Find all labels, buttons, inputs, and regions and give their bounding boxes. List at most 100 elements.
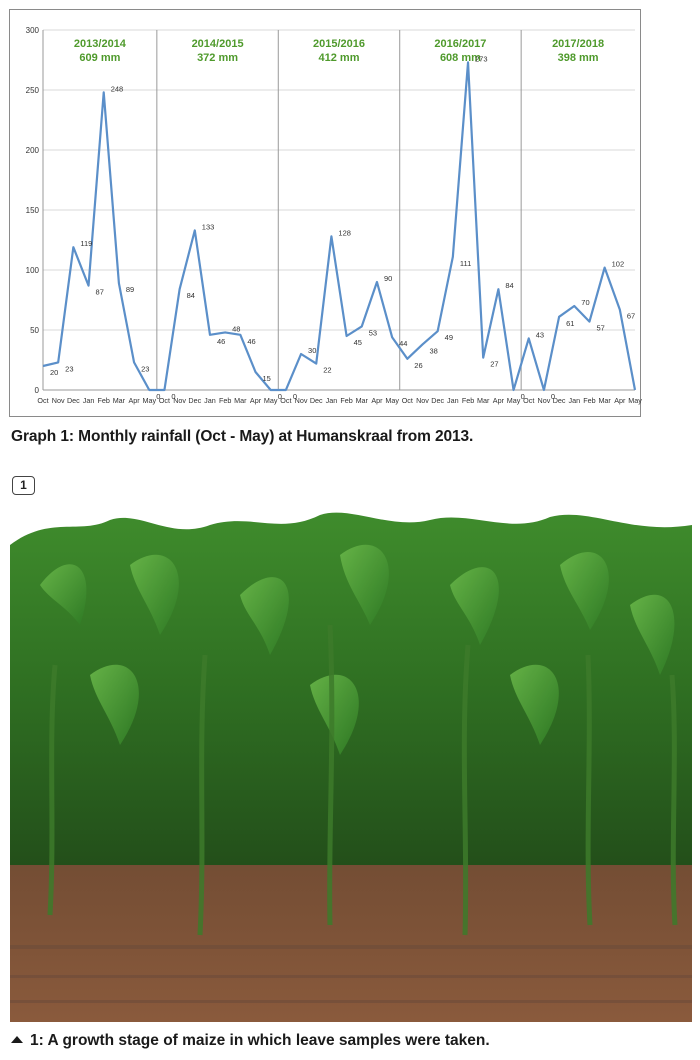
x-tick-label: Nov: [173, 396, 186, 405]
data-label: 57: [596, 324, 604, 333]
data-label: 38: [429, 346, 437, 355]
data-label: 111: [460, 259, 471, 268]
x-tick-label: Mar: [598, 396, 611, 405]
data-label: 119: [80, 239, 92, 248]
data-label: 87: [96, 288, 104, 297]
data-label: 67: [627, 312, 635, 321]
data-label: 133: [202, 222, 215, 231]
x-tick-label: May: [264, 396, 278, 405]
x-tick-label: Apr: [250, 396, 262, 405]
season-total: 608 mm: [440, 52, 481, 64]
photo-number-badge: 1: [12, 476, 35, 495]
data-label: 273: [475, 54, 488, 63]
season-title: 2017/2018: [552, 38, 604, 50]
data-label: 15: [263, 374, 271, 383]
y-tick-label: 50: [30, 326, 39, 335]
data-label: 45: [354, 338, 362, 347]
x-tick-label: Dec: [188, 396, 201, 405]
season-total: 412 mm: [319, 52, 360, 64]
data-label: 23: [65, 364, 73, 373]
x-tick-label: Apr: [493, 396, 505, 405]
data-label: 84: [187, 291, 195, 300]
rainfall-chart: 0 50 100 150 200 250 300 2013/2014 609 mm 2014/20…: [9, 9, 642, 417]
x-tick-label: Dec: [553, 396, 566, 405]
data-label: 0: [293, 392, 297, 401]
data-label: 0: [156, 392, 160, 401]
x-tick-label: Feb: [98, 396, 110, 405]
graph-caption: Graph 1: Monthly rainfall (Oct - May) at…: [11, 428, 474, 445]
x-tick-label: May: [507, 396, 521, 405]
season-title: 2015/2016: [313, 38, 365, 50]
x-tick-label: May: [385, 396, 399, 405]
x-tick-label: Feb: [340, 396, 352, 405]
x-tick-label: Dec: [431, 396, 444, 405]
x-tick-label: Apr: [128, 396, 140, 405]
rainfall-series-line: [42, 61, 637, 392]
y-tick-label: 150: [26, 206, 40, 215]
data-label: 20: [50, 368, 58, 377]
data-label: 30: [308, 346, 316, 355]
data-label: 84: [505, 281, 513, 290]
data-label: 23: [141, 364, 149, 373]
data-label: 43: [536, 330, 544, 339]
y-tick-label: 250: [26, 86, 40, 95]
x-tick-label: Oct: [402, 396, 413, 405]
x-tick-label: Oct: [280, 396, 291, 405]
x-tick-label: Apr: [614, 396, 626, 405]
x-tick-label: Nov: [295, 396, 308, 405]
x-tick-label: Nov: [52, 396, 65, 405]
data-label: 0: [521, 392, 525, 401]
data-label: 248: [111, 84, 124, 93]
x-tick-label: Mar: [113, 396, 126, 405]
photo-caption: 1: A growth stage of maize in which leav…: [30, 1032, 490, 1049]
data-label: 0: [171, 392, 175, 401]
x-tick-label: Jan: [447, 396, 459, 405]
data-label: 46: [217, 337, 225, 346]
x-tick-label: Mar: [234, 396, 247, 405]
data-label: 49: [445, 333, 453, 342]
data-label: 53: [369, 328, 377, 337]
maize-field-photo: [10, 505, 692, 1022]
data-label: 61: [566, 319, 574, 328]
season-total: 398 mm: [558, 52, 599, 64]
data-label: 0: [551, 392, 555, 401]
data-label: 0: [278, 392, 282, 401]
data-label: 48: [232, 324, 240, 333]
data-label: 26: [414, 361, 422, 370]
x-tick-label: Mar: [477, 396, 490, 405]
x-tick-label: Nov: [538, 396, 551, 405]
x-tick-label: Dec: [310, 396, 323, 405]
data-label: 102: [612, 260, 625, 269]
data-label: 89: [126, 285, 134, 294]
y-tick-label: 100: [26, 266, 40, 275]
x-tick-label: Jan: [326, 396, 338, 405]
season-total: 609 mm: [79, 52, 120, 64]
x-tick-label: Jan: [83, 396, 95, 405]
x-tick-label: May: [142, 396, 156, 405]
caret-up-icon: [11, 1036, 23, 1043]
x-tick-label: Dec: [67, 396, 80, 405]
photo-caption-row: 1: A growth stage of maize in which leav…: [11, 1032, 490, 1050]
x-tick-label: Oct: [523, 396, 534, 405]
data-label: 70: [581, 298, 589, 307]
data-label: 90: [384, 274, 392, 283]
data-label: 128: [338, 228, 351, 237]
x-tick-label: Oct: [159, 396, 170, 405]
x-tick-label: Jan: [204, 396, 216, 405]
season-title: 2016/2017: [434, 38, 486, 50]
x-tick-label: Jan: [568, 396, 580, 405]
data-label: 27: [490, 360, 498, 369]
season-title: 2014/2015: [192, 38, 244, 50]
x-tick-label: Apr: [371, 396, 383, 405]
x-tick-label: Nov: [416, 396, 429, 405]
data-label: 22: [323, 366, 331, 375]
y-tick-label: 300: [26, 26, 40, 35]
season-title: 2013/2014: [74, 38, 127, 50]
x-tick-label: Feb: [219, 396, 231, 405]
y-tick-label: 200: [26, 146, 40, 155]
data-label: 44: [399, 339, 407, 348]
y-tick-label: 0: [35, 386, 40, 395]
x-tick-label: Oct: [37, 396, 48, 405]
season-total: 372 mm: [197, 52, 238, 64]
